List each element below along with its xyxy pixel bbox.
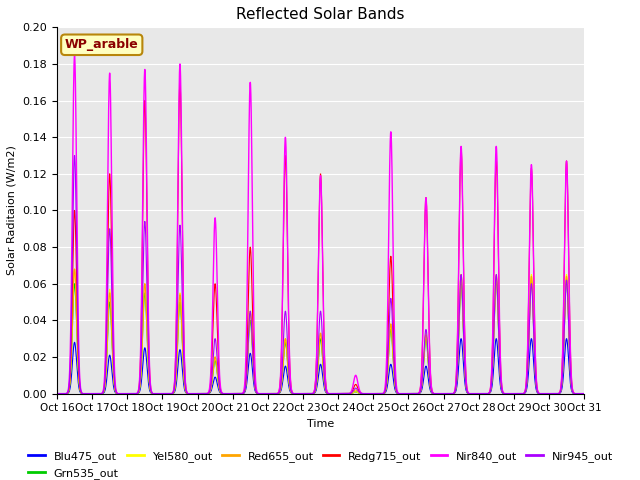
Redg715_out — [570, 390, 578, 396]
Redg715_out — [278, 319, 286, 324]
Redg715_out — [255, 391, 263, 396]
Yel580_out — [145, 368, 152, 373]
Grn535_out — [255, 391, 263, 396]
Yel580_out — [255, 391, 263, 396]
Blu475_out — [113, 391, 121, 396]
Redg715_out — [513, 391, 521, 396]
Line: Blu475_out: Blu475_out — [57, 339, 584, 394]
Blu475_out — [570, 391, 578, 396]
Grn535_out — [570, 390, 578, 396]
Nir840_out — [53, 391, 61, 396]
Grn535_out — [145, 366, 152, 372]
Nir945_out — [580, 391, 588, 396]
Line: Nir840_out: Nir840_out — [57, 55, 584, 394]
Nir840_out — [570, 390, 578, 396]
Grn535_out — [278, 377, 286, 383]
Nir945_out — [53, 391, 61, 396]
Nir945_out — [255, 391, 263, 396]
Red655_out — [255, 391, 263, 396]
Grn535_out — [513, 391, 521, 396]
Nir840_out — [113, 390, 121, 396]
Nir945_out — [570, 390, 578, 396]
Grn535_out — [53, 391, 61, 396]
Y-axis label: Solar Raditaion (W/m2): Solar Raditaion (W/m2) — [7, 145, 17, 276]
Nir840_out — [580, 391, 588, 396]
Line: Redg715_out: Redg715_out — [57, 82, 584, 394]
Redg715_out — [176, 79, 184, 85]
Title: Reflected Solar Bands: Reflected Solar Bands — [236, 7, 404, 22]
Yel580_out — [53, 391, 61, 396]
Line: Yel580_out: Yel580_out — [57, 269, 584, 394]
Red655_out — [513, 391, 521, 396]
Blu475_out — [278, 384, 286, 389]
Red655_out — [53, 391, 61, 396]
Nir840_out — [255, 391, 263, 396]
Text: WP_arable: WP_arable — [65, 38, 139, 51]
Yel580_out — [580, 391, 588, 396]
Redg715_out — [580, 391, 588, 396]
Red655_out — [145, 368, 152, 373]
Grn535_out — [580, 391, 588, 396]
Blu475_out — [563, 336, 570, 342]
Nir840_out — [145, 323, 152, 328]
Yel580_out — [70, 266, 78, 272]
Grn535_out — [563, 277, 570, 283]
Grn535_out — [113, 391, 121, 396]
Yel580_out — [513, 391, 521, 396]
Red655_out — [278, 374, 286, 380]
Nir945_out — [278, 366, 286, 372]
Line: Nir945_out: Nir945_out — [57, 156, 584, 394]
Red655_out — [113, 391, 121, 396]
Nir945_out — [145, 354, 152, 360]
Blu475_out — [255, 391, 263, 396]
Blu475_out — [580, 391, 588, 396]
Legend: Blu475_out, Grn535_out, Yel580_out, Red655_out, Redg715_out, Nir840_out, Nir945_: Blu475_out, Grn535_out, Yel580_out, Red6… — [24, 447, 618, 480]
Blu475_out — [53, 391, 61, 396]
Blu475_out — [513, 391, 521, 396]
Nir840_out — [513, 391, 521, 396]
Redg715_out — [113, 390, 121, 396]
Nir840_out — [70, 52, 78, 58]
Redg715_out — [145, 319, 152, 325]
Yel580_out — [113, 391, 121, 396]
Red655_out — [570, 390, 578, 396]
Line: Red655_out: Red655_out — [57, 269, 584, 394]
Nir945_out — [513, 391, 521, 396]
Yel580_out — [570, 390, 578, 396]
Redg715_out — [53, 391, 61, 396]
Red655_out — [70, 266, 78, 272]
Nir840_out — [278, 313, 286, 319]
Nir945_out — [70, 153, 78, 158]
Yel580_out — [278, 374, 286, 380]
Red655_out — [580, 391, 588, 396]
Blu475_out — [145, 380, 152, 385]
Line: Grn535_out: Grn535_out — [57, 280, 584, 394]
X-axis label: Time: Time — [307, 419, 334, 429]
Nir945_out — [113, 390, 121, 396]
